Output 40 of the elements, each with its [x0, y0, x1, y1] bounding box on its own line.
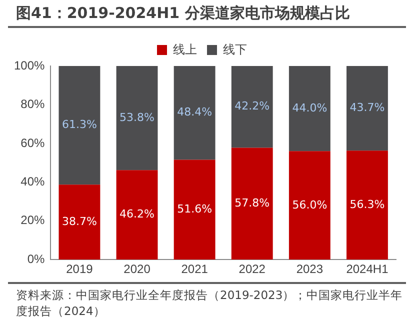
text: 资料来源：中国家电行业全年度报告（2019-2023）；中国家电行业半年度报告（2024） — [8, 282, 406, 319]
x-tick-label: 2024H1 — [346, 262, 389, 276]
bar — [288, 66, 330, 152]
y-tick-label: 0% — [27, 252, 46, 266]
data-label: 42.2% — [234, 100, 270, 113]
bar — [116, 66, 158, 170]
x-tick-label: 2019 — [66, 262, 94, 276]
y-tick-label: 100% — [14, 58, 46, 72]
data-label: 48.4% — [177, 106, 212, 119]
bar — [116, 170, 158, 260]
y-tick-label: 60% — [20, 136, 46, 150]
bar — [231, 148, 273, 260]
x-tick-label: 2021 — [181, 262, 208, 276]
bar — [346, 150, 388, 260]
data-label: 46.2% — [120, 208, 154, 221]
data-label: 56.3% — [350, 198, 385, 211]
data-label: 38.7% — [62, 215, 97, 228]
bar — [174, 66, 216, 160]
x-tick-label: 2022 — [238, 262, 266, 276]
bar — [288, 151, 330, 260]
bar — [58, 184, 100, 260]
legend-label: 线下 — [223, 42, 247, 56]
data-label: 51.6% — [177, 202, 212, 216]
y-tick-label: 40% — [20, 174, 46, 188]
data-label: 43.7% — [350, 101, 385, 114]
y-tick-label: 20% — [20, 213, 46, 228]
legend-label: 线上 — [173, 42, 197, 56]
bar — [58, 66, 100, 185]
y-tick-label: 80% — [20, 97, 46, 112]
x-tick-label: 2023 — [296, 262, 324, 276]
data-label: 56.0% — [292, 198, 328, 212]
data-label: 44.0% — [292, 101, 328, 114]
data-label: 61.3% — [62, 118, 97, 132]
data-label: 53.8% — [120, 110, 154, 124]
bar — [231, 66, 273, 148]
bar — [174, 160, 216, 260]
chart-title: 图41：2019-2024H1 分渠道家电市场规模占比 — [8, 4, 406, 28]
x-tick-label: 2020 — [124, 262, 151, 276]
data-label: 57.8% — [234, 196, 270, 210]
bar — [346, 66, 388, 151]
